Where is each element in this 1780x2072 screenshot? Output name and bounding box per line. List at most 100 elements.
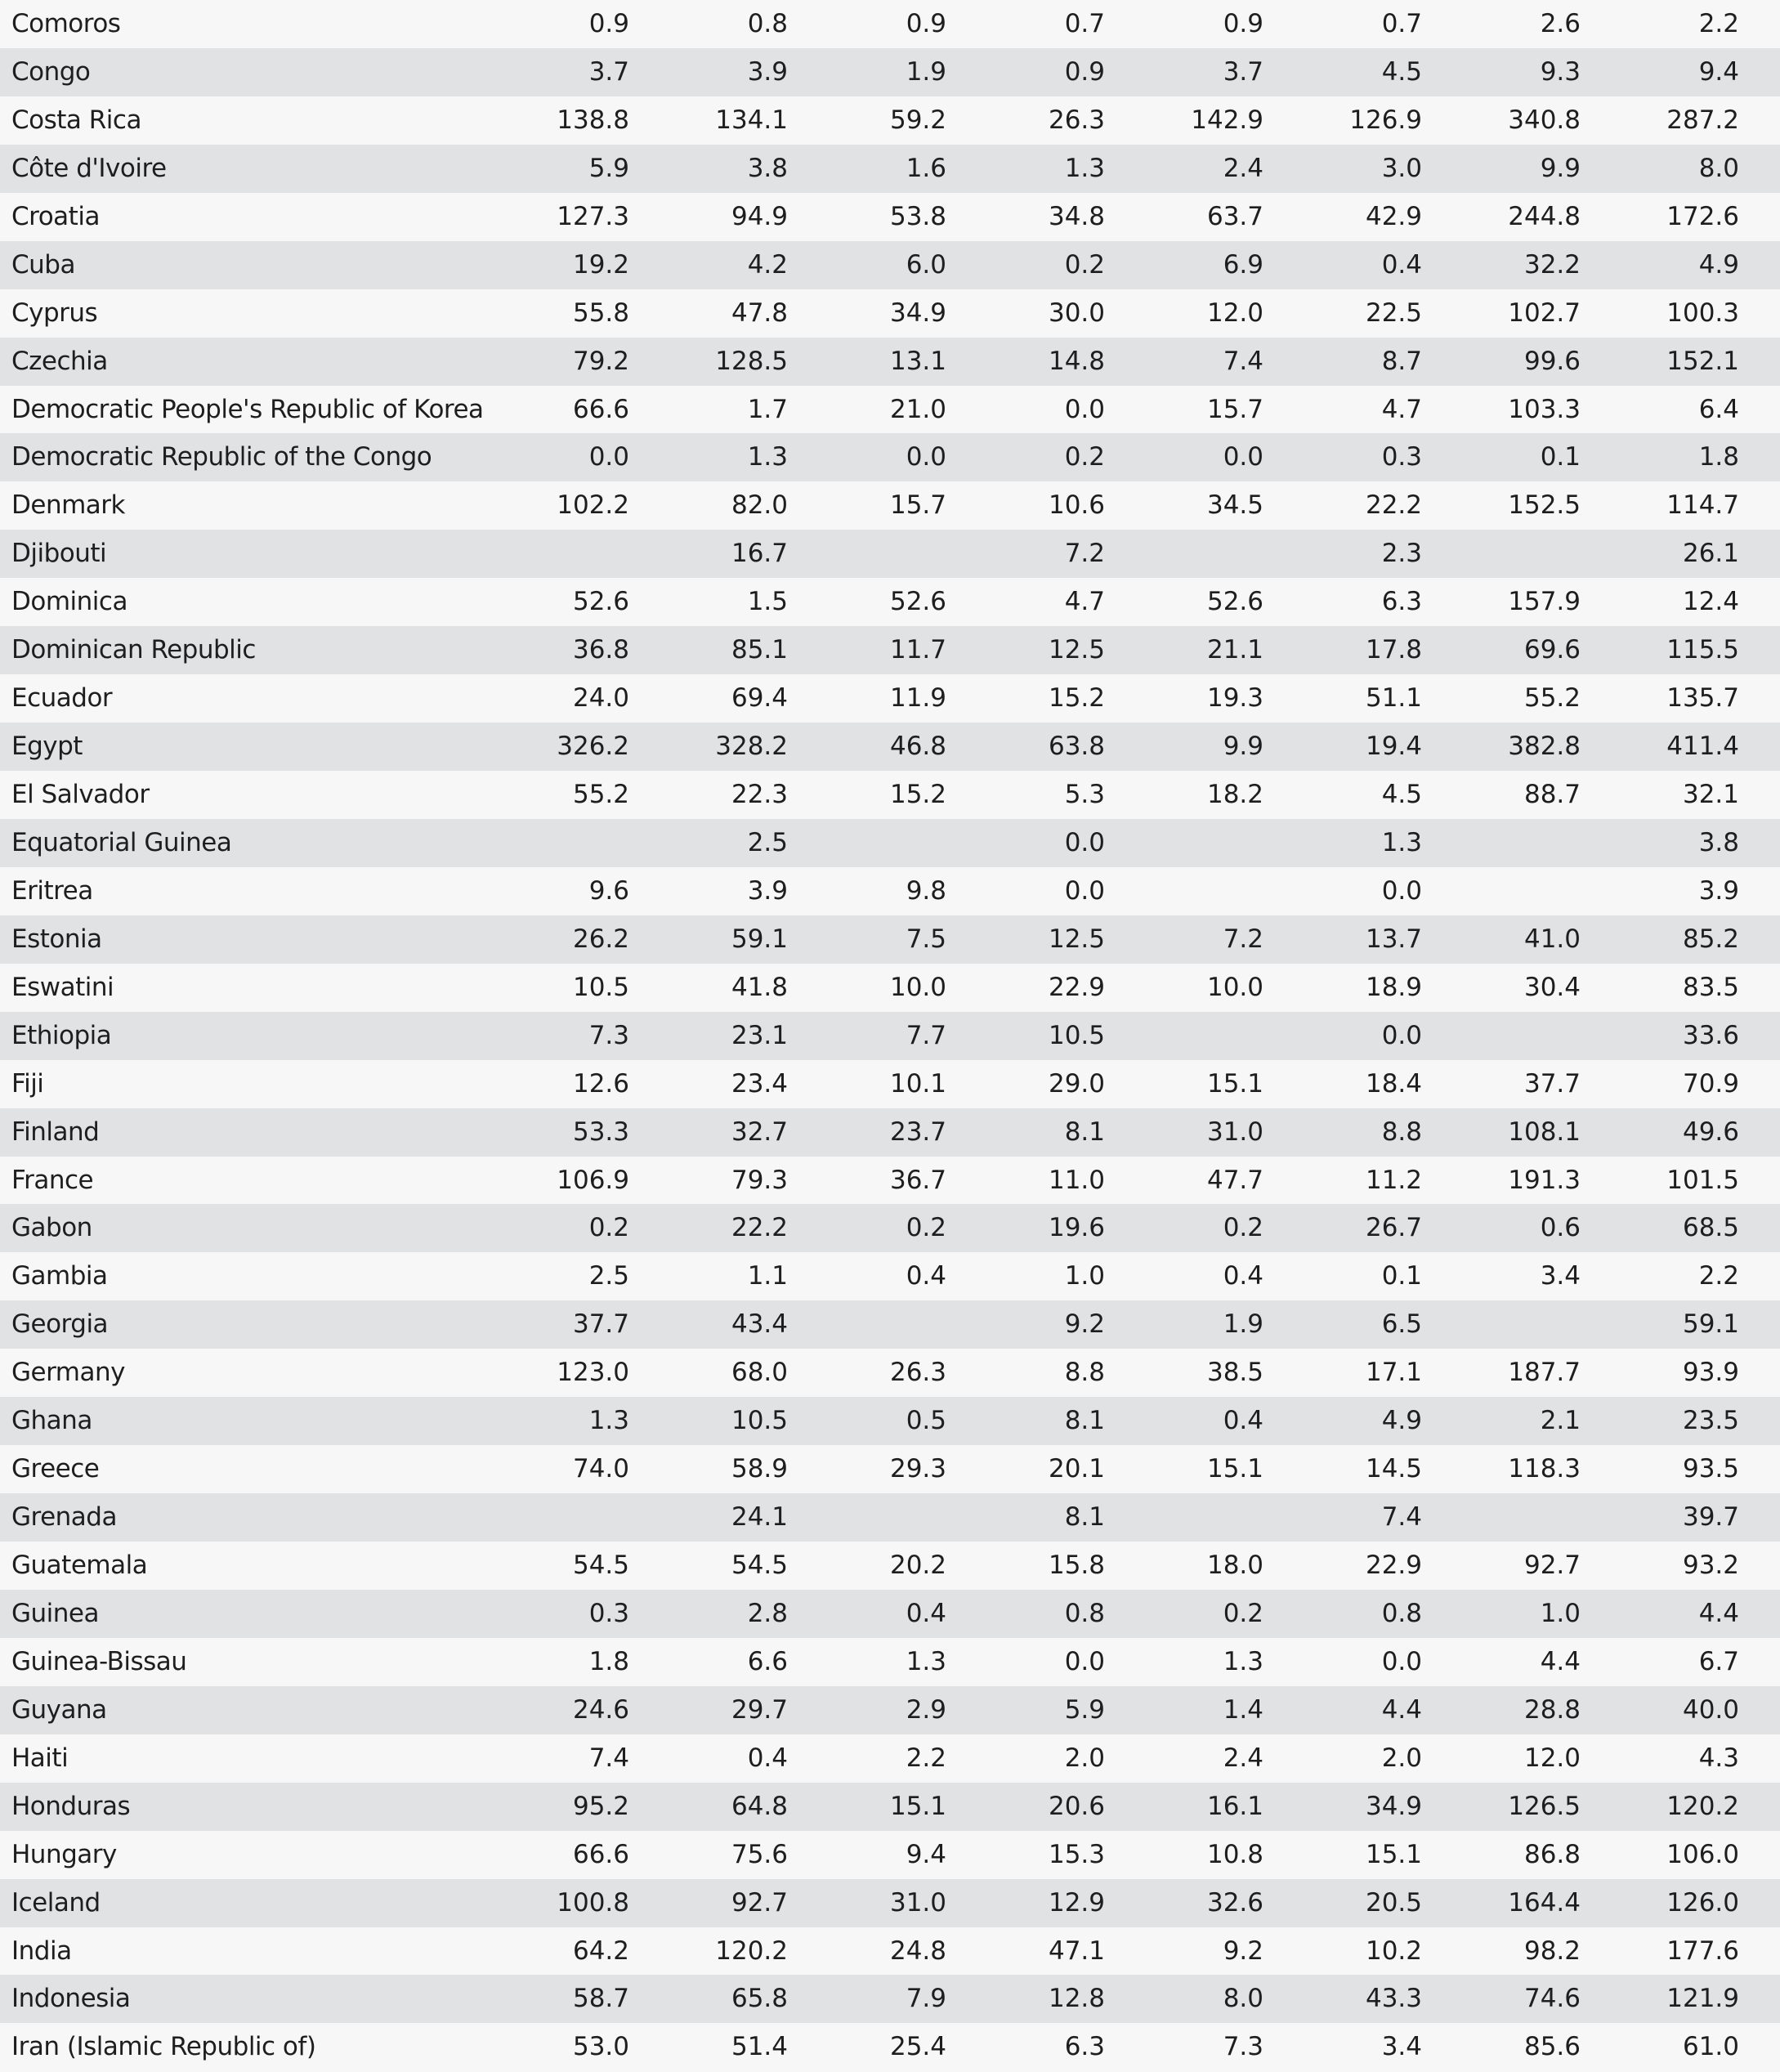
value-cell-col5: 2.4 — [1223, 1743, 1263, 1773]
value-cell-col1: 2.5 — [588, 1261, 629, 1291]
value-cell-col3: 31.0 — [889, 1887, 946, 1918]
value-cell-col2: 1.3 — [747, 442, 788, 472]
table-row: Djibouti 16.7 7.2 2.3 26.1 — [0, 530, 1780, 579]
country-name: Gabon — [11, 1213, 92, 1243]
table-row: Democratic Republic of the Congo 0.0 1.3 0.… — [0, 433, 1780, 482]
value-cell-col3: 11.9 — [889, 683, 946, 714]
table-row: India 64.2 120.2 24.8 47.1 9.2 10.2 98.2 177.6 — [0, 1927, 1780, 1976]
value-cell-col1: 54.5 — [572, 1551, 629, 1580]
value-cell-col5: 16.1 — [1206, 1791, 1263, 1821]
country-name: Guatemala — [11, 1551, 148, 1580]
value-cell-col1: 0.0 — [588, 442, 629, 472]
value-cell-col6: 4.5 — [1381, 56, 1422, 87]
value-cell-col4: 63.8 — [1048, 732, 1105, 762]
value-cell-col7: 30.4 — [1523, 972, 1581, 1002]
value-cell-col8: 93.2 — [1682, 1551, 1739, 1580]
value-cell-col8: 135.7 — [1666, 683, 1739, 714]
value-cell-col6: 0.0 — [1381, 1020, 1422, 1050]
table-row: Eritrea 9.6 3.9 9.8 0.0 0.0 3.9 — [0, 866, 1780, 915]
value-cell-col2: 22.3 — [731, 780, 788, 809]
value-cell-col7: 9.3 — [1540, 56, 1581, 87]
value-cell-col1: 0.2 — [588, 1213, 629, 1243]
value-cell-col5: 7.2 — [1223, 924, 1263, 954]
value-cell-col7: 69.6 — [1523, 635, 1581, 665]
value-cell-col6: 2.0 — [1381, 1743, 1422, 1773]
country-name: Indonesia — [11, 1984, 131, 2014]
value-cell-col3: 7.7 — [906, 1020, 946, 1050]
value-cell-col2: 10.5 — [731, 1406, 788, 1436]
value-cell-col4: 0.0 — [1064, 394, 1105, 424]
value-cell-col5: 18.0 — [1206, 1551, 1263, 1580]
value-cell-col4: 14.8 — [1048, 346, 1105, 376]
value-cell-col2: 24.1 — [731, 1502, 788, 1533]
value-cell-col3: 46.8 — [889, 732, 946, 762]
value-cell-col7: 108.1 — [1508, 1117, 1581, 1147]
value-cell-col8: 106.0 — [1666, 1839, 1739, 1869]
value-cell-col2: 0.8 — [747, 9, 788, 38]
table-row: Guyana 24.6 29.7 2.9 5.9 1.4 4.4 28.8 40.0 — [0, 1685, 1780, 1734]
country-name: Finland — [11, 1117, 100, 1147]
value-cell-col3: 15.7 — [889, 490, 946, 521]
table-row: Croatia 127.3 94.9 53.8 34.8 63.7 42.9 244.8 172… — [0, 192, 1780, 241]
value-cell-col4: 4.7 — [1064, 587, 1105, 617]
value-cell-col6: 18.9 — [1365, 972, 1422, 1002]
value-cell-col7: 382.8 — [1508, 732, 1581, 762]
value-cell-col2: 23.1 — [731, 1020, 788, 1050]
value-cell-col8: 49.6 — [1682, 1117, 1739, 1147]
value-cell-col8: 32.1 — [1682, 780, 1739, 809]
value-cell-col3: 53.8 — [889, 201, 946, 231]
value-cell-col5: 142.9 — [1191, 105, 1263, 135]
value-cell-col3: 1.9 — [906, 56, 946, 87]
table-row: Dominican Republic 36.8 85.1 11.7 12.5 21.1 17… — [0, 626, 1780, 675]
value-cell-col3: 15.2 — [889, 780, 946, 809]
value-cell-col3: 36.7 — [889, 1165, 946, 1195]
country-name: Equatorial Guinea — [11, 827, 232, 857]
value-cell-col7: 74.6 — [1523, 1984, 1581, 2014]
value-cell-col8: 2.2 — [1698, 1261, 1739, 1291]
country-name: India — [11, 1936, 72, 1966]
value-cell-col8: 59.1 — [1682, 1309, 1739, 1340]
country-name: Denmark — [11, 490, 125, 521]
value-cell-col6: 3.4 — [1381, 2032, 1422, 2062]
value-cell-col5: 8.0 — [1223, 1984, 1263, 2014]
value-cell-col2: 22.2 — [731, 1213, 788, 1243]
value-cell-col1: 19.2 — [572, 249, 629, 280]
country-name: Ethiopia — [11, 1020, 112, 1050]
value-cell-col2: 134.1 — [715, 105, 788, 135]
value-cell-col5: 3.7 — [1223, 56, 1263, 87]
value-cell-col1: 79.2 — [572, 346, 629, 376]
value-cell-col2: 64.8 — [731, 1791, 788, 1821]
value-cell-col8: 2.2 — [1698, 9, 1739, 38]
country-name: Iceland — [11, 1887, 101, 1918]
value-cell-col7: 0.6 — [1540, 1213, 1581, 1243]
value-cell-col4: 47.1 — [1048, 1936, 1105, 1966]
value-cell-col4: 34.8 — [1048, 201, 1105, 231]
value-cell-col6: 8.7 — [1381, 346, 1422, 376]
value-cell-col2: 3.9 — [747, 56, 788, 87]
table-row: Germany 123.0 68.0 26.3 8.8 38.5 17.1 187.7 93.9 — [0, 1349, 1780, 1398]
value-cell-col4: 0.8 — [1064, 1598, 1105, 1628]
table-row: Greece 74.0 58.9 29.3 20.1 15.1 14.5 118.3 93.5 — [0, 1445, 1780, 1494]
value-cell-col1: 10.5 — [572, 972, 629, 1002]
value-cell-col6: 3.0 — [1381, 153, 1422, 183]
country-name: Costa Rica — [11, 105, 141, 135]
value-cell-col7: 152.5 — [1508, 490, 1581, 521]
country-name: Ecuador — [11, 683, 113, 714]
value-cell-col1: 9.6 — [588, 875, 629, 906]
value-cell-col3: 9.4 — [906, 1839, 946, 1869]
value-cell-col5: 10.8 — [1206, 1839, 1263, 1869]
value-cell-col8: 93.9 — [1682, 1358, 1739, 1388]
country-name: El Salvador — [11, 780, 150, 809]
value-cell-col7: 2.6 — [1540, 9, 1581, 38]
value-cell-col2: 2.8 — [747, 1598, 788, 1628]
value-cell-col3: 0.4 — [906, 1261, 946, 1291]
value-cell-col5: 15.1 — [1206, 1454, 1263, 1484]
table-row: Eswatini 10.5 41.8 10.0 22.9 10.0 18.9 30.4 83.5 — [0, 963, 1780, 1012]
value-cell-col4: 11.0 — [1048, 1165, 1105, 1195]
table-row: Egypt 326.2 328.2 46.8 63.8 9.9 19.4 382.8 411.4 — [0, 723, 1780, 771]
table-row: Ethiopia 7.3 23.1 7.7 10.5 0.0 33.6 — [0, 1011, 1780, 1060]
value-cell-col3: 1.3 — [906, 1646, 946, 1676]
value-cell-col3: 24.8 — [889, 1936, 946, 1966]
value-cell-col2: 1.1 — [747, 1261, 788, 1291]
